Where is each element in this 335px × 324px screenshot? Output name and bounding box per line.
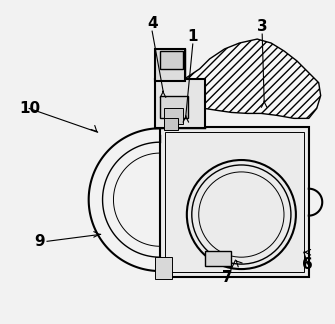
Bar <box>205 251 231 266</box>
Text: 3: 3 <box>257 19 267 34</box>
Text: 1: 1 <box>188 29 198 44</box>
Polygon shape <box>185 39 321 118</box>
Bar <box>155 49 185 81</box>
Text: 6: 6 <box>303 257 313 272</box>
Bar <box>155 257 172 279</box>
Bar <box>164 109 183 124</box>
Bar <box>160 127 309 277</box>
Bar <box>155 79 205 128</box>
Text: 4: 4 <box>147 16 157 31</box>
Text: 7: 7 <box>222 270 233 284</box>
Bar <box>160 51 183 69</box>
Text: 10: 10 <box>19 101 41 116</box>
Bar <box>160 96 188 118</box>
Text: 9: 9 <box>34 234 45 249</box>
Bar <box>164 118 178 130</box>
Bar <box>165 132 304 272</box>
